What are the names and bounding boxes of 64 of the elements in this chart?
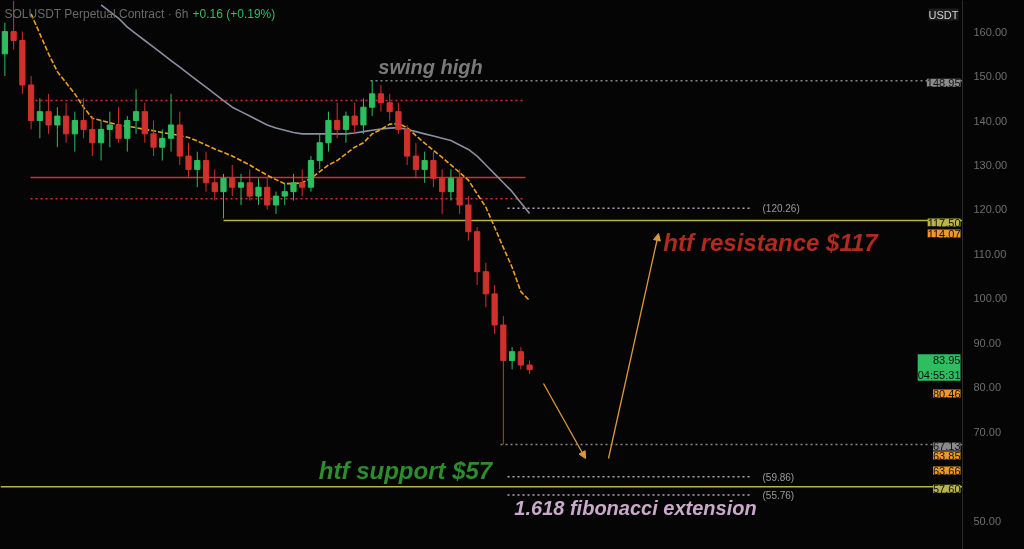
candlestick [334,102,341,139]
candlestick [351,102,358,135]
candlestick [194,151,201,188]
text: +0.16 (+0.19%) [192,6,276,21]
candlestick [290,173,297,202]
candlestick [106,111,113,148]
ref-line-label: (120.26) [762,203,800,215]
candlestick [132,88,140,135]
y-tick-label: 150.00 [973,70,1008,83]
candlestick [97,120,105,162]
candlestick [159,128,166,162]
candlestick [150,120,157,157]
annotation: 80.46 [932,387,961,400]
candlestick [508,346,516,370]
candlestick [342,111,350,144]
candlestick [395,102,402,135]
annotation: htf support $57 [318,457,494,484]
y-tick-label: 70.00 [973,425,1002,438]
candlestick [62,102,70,144]
y-axis-title: USDT [928,8,959,21]
y-tick-label: 100.00 [973,292,1008,305]
candlestick [124,115,131,153]
candlestick [220,173,227,219]
candlestick [54,106,61,148]
candlestick [237,173,245,206]
y-tick-label: 90.00 [973,336,1002,349]
annotation: 83.95 04:55:31 [917,354,961,381]
annotation: 1.618 fibonacci extension [514,496,757,519]
y-tick-label: 120.00 [973,203,1008,216]
ref-line-label: (59.86) [762,471,795,483]
candlestick [89,115,96,157]
candlestick [115,106,122,144]
candlestick [482,262,489,308]
candlestick [369,80,376,117]
candlestick [281,182,288,206]
y-tick-label: 110.00 [973,247,1007,260]
ref-line-label: (55.76) [762,490,795,501]
annotation: 63.85 [932,449,961,462]
annotation: swing high [378,55,483,78]
candlestick [272,191,280,215]
candlestick [360,97,367,135]
candlestick [517,346,524,370]
y-tick-label: 80.00 [973,381,1002,394]
annotation: htf resistance $117 [663,229,880,256]
candlestick [421,151,428,184]
annotation: 114.07 [927,227,961,240]
candlestick [325,111,332,153]
candlestick [36,97,43,139]
candlestick [1,22,8,77]
candlestick [141,102,148,144]
ref-line-label: 57.60 [932,482,961,495]
candlestick [255,177,262,206]
y-tick-label: 140.00 [973,114,1008,127]
ref-line-label: 67.13 [932,440,961,453]
candlestick [316,133,323,170]
annotation: 63.66 [932,464,961,477]
candlestick [71,111,78,153]
candlestick [167,93,175,153]
y-tick-label: 50.00 [973,514,1002,527]
candlestick [447,168,455,202]
ref-line-label: 117.50 [927,216,961,229]
y-tick-label: 160.00 [973,25,1008,38]
ref-line-label: 148.95 [926,76,961,89]
y-tick-label: 130.00 [973,158,1008,171]
